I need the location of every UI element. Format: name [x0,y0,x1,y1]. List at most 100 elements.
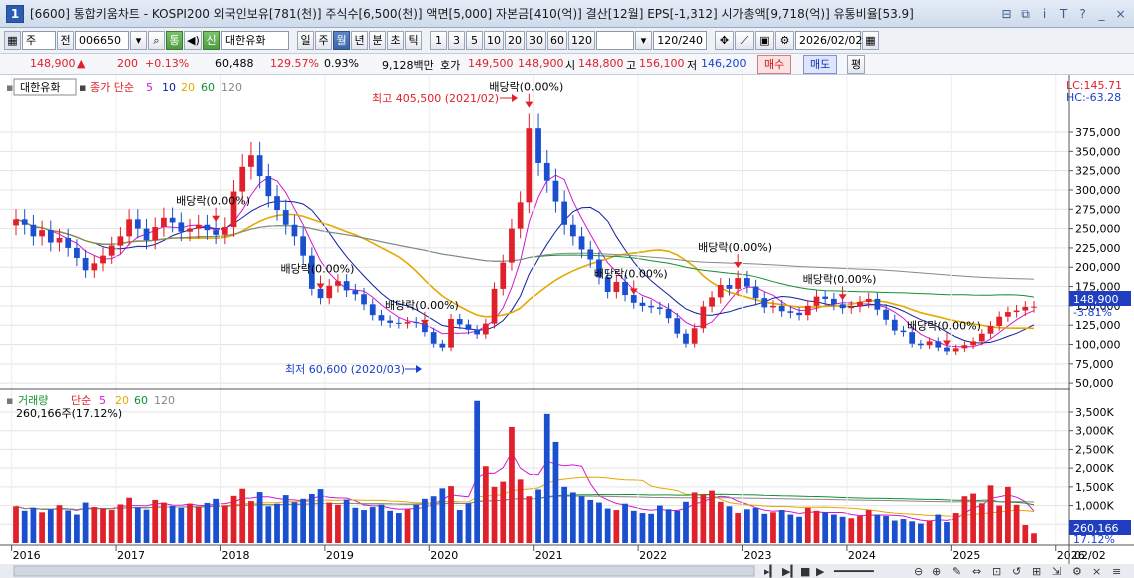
volume-bar [1013,504,1020,543]
interval-3-button[interactable]: 3 [448,31,465,50]
volume-bar [630,510,637,543]
search-icon[interactable]: ⌕ [148,31,165,50]
candle-body [752,286,759,299]
period-day-tab[interactable]: 일 [297,31,314,50]
volume-bar [639,513,646,543]
restore-window-icon[interactable]: ⧉ [1021,7,1030,21]
sell-button[interactable]: 매도 [803,55,838,74]
panel-handle-icon[interactable]: ▪ [6,81,13,94]
zoom-out-icon[interactable]: ⊖ [914,565,923,578]
date-input[interactable]: 2026/02/02 [795,31,862,50]
scroll-end-icon[interactable]: ▶▎ [782,564,799,578]
crosshair-icon[interactable]: ✥ [715,31,734,50]
candle-body [1022,306,1029,311]
stock-code-input[interactable]: 006650 [75,31,129,50]
sound-icon[interactable]: ◀) [184,31,202,50]
zoom-in-icon[interactable]: ⊕ [932,565,941,578]
stock-name-field[interactable]: 대한유화 [221,31,289,50]
interval-custom-input[interactable] [596,31,634,50]
eval-button[interactable]: 평 [847,55,866,74]
fit-icon[interactable]: ⇔ [972,565,981,578]
scroll-thumb[interactable] [13,565,755,577]
interval-60-button[interactable]: 60 [547,31,567,50]
buy-button[interactable]: 매수 [757,55,792,74]
play-icon[interactable]: ▶ [816,565,825,578]
ma60-legend: 60 [201,81,215,94]
candle-body [717,285,724,298]
candle-body [509,228,515,263]
period-week-tab[interactable]: 주 [315,31,332,50]
period-year-tab[interactable]: 년 [351,31,368,50]
interval-20-button[interactable]: 20 [505,31,525,50]
settings-icon[interactable]: ⚙ [1072,565,1082,578]
interval-30-button[interactable]: 30 [526,31,546,50]
dividend-arrow-head-icon [734,262,743,269]
period-second-tab[interactable]: 초 [387,31,404,50]
candle-body [822,296,829,299]
ma5-legend: 5 [146,81,153,94]
interval-120-button[interactable]: 120 [568,31,595,50]
window-number-icon[interactable]: 1 [6,4,24,23]
change-arrow-icon: ▲ [77,57,86,70]
font-icon[interactable]: T [1059,7,1068,21]
credit-button[interactable]: 신 [203,31,220,50]
draw-tool-icon[interactable]: ✎ [952,565,961,578]
volume-tick-label: 2,500K [1075,443,1114,456]
close-icon[interactable]: × [1115,7,1126,21]
period-minute-tab[interactable]: 분 [369,31,386,50]
candle-body [726,285,733,289]
high-annotation: 최고 405,500 (2021/02) [372,92,499,105]
period-type-select[interactable]: 주 [22,31,56,50]
calendar-icon[interactable]: ▦ [862,31,879,50]
grid-toggle-icon[interactable]: ⊞ [1032,565,1041,578]
current-volume-percent: 17.12% [1073,533,1115,546]
period-tick-tab[interactable]: 틱 [405,31,422,50]
export-icon[interactable]: ⇲ [1052,565,1061,578]
candle-body [369,304,376,316]
lock-icon[interactable]: ⊡ [992,565,1001,578]
volume-bar [770,512,776,543]
prev-button[interactable]: 전 [57,31,74,50]
volume-bar [500,481,507,543]
interval-10-button[interactable]: 10 [484,31,504,50]
scroll-right-icon[interactable]: ▸▎ [764,564,778,578]
stop-icon[interactable]: ■ [800,565,810,578]
candle-body [561,201,568,225]
stock-name-tag[interactable] [13,78,77,96]
volume-bar [448,486,454,543]
save-icon[interactable]: ▣ [755,31,774,50]
window-controls: ⊟ ⧉ ⅰ T ? _ × [997,5,1130,23]
time-axis-ticks: 2016 2017 2018 2019 2020 2021 2022 2023 2024 2025… [11,75,1085,562]
minimize-icon[interactable]: _ [1098,7,1105,21]
volume-bar [587,499,594,543]
grid-menu-icon[interactable]: ▦ [4,31,21,50]
dividend-arrow-head-icon [212,215,221,222]
candle-body [343,281,350,291]
help-icon[interactable]: ? [1079,7,1086,21]
volume-bar [656,505,663,543]
settings-gear-icon[interactable]: ⚙ [775,31,794,50]
period-month-tab[interactable]: 월 [333,31,350,50]
info-icon[interactable]: ⅰ [1042,7,1047,21]
volume-panel-handle-icon[interactable]: ▪ [6,394,13,407]
volume-bar [248,501,254,543]
reset-icon[interactable]: ↺ [1012,565,1021,578]
data-count-input[interactable]: 120/240 [653,31,707,50]
volume-bar [369,507,376,543]
code-dropdown-icon[interactable]: ▾ [130,31,147,50]
stock-chart[interactable]: 50,00075,000100,000125,000150,000175,000… [0,75,1134,578]
interval-1-button[interactable]: 1 [430,31,447,50]
candle-body [335,281,341,286]
close-panel-icon[interactable]: × [1092,565,1101,578]
price-panel-handle-icon[interactable]: ▪ [79,81,86,94]
candle-body [648,305,655,308]
interval-dropdown-icon[interactable]: ▾ [635,31,652,50]
tong-button[interactable]: 통 [166,31,183,50]
chart-type-icon[interactable]: ⟋ [735,31,754,50]
volume-ma120-legend: 120 [154,394,175,407]
interval-5-button[interactable]: 5 [466,31,483,50]
menu-icon[interactable]: ≡ [1112,565,1121,578]
tile-window-icon[interactable]: ⊟ [1001,7,1012,21]
zoom-slider-icon[interactable]: ━━━━━━ [833,565,874,578]
year-tick-label: 2017 [117,549,145,562]
